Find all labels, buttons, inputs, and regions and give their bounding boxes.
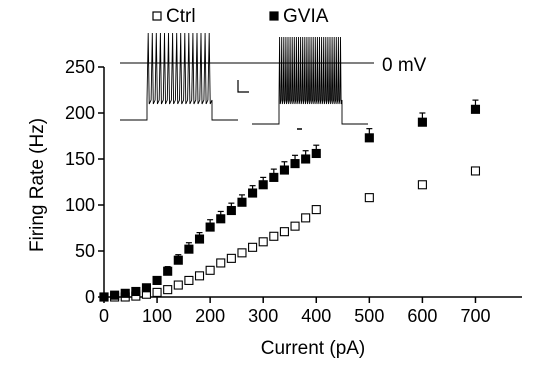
gvia-data-point <box>99 292 109 302</box>
ctrl-data-point <box>301 213 311 223</box>
gvia-data-point <box>279 165 289 175</box>
ctrl-data-point <box>216 258 226 268</box>
gvia-data-point <box>110 290 120 300</box>
x-ticks: 0 100 200 300 400 500 600 700 <box>99 297 490 326</box>
y-tick-label: 50 <box>75 241 95 261</box>
x-tick-label: 400 <box>301 306 331 326</box>
gvia-data-point <box>152 275 162 285</box>
gvia-data-point <box>417 117 427 127</box>
gvia-data-point <box>269 172 279 182</box>
legend-ctrl-marker <box>152 11 162 21</box>
x-tick-label: 200 <box>195 306 225 326</box>
ctrl-data-point <box>194 271 205 281</box>
y-tick-label: 100 <box>65 195 95 215</box>
ctrl-data-point <box>205 265 215 275</box>
x-tick-label: 500 <box>354 306 384 326</box>
gvia-data-point <box>131 286 141 297</box>
legend-ctrl-label: Ctrl <box>166 6 196 27</box>
zero-mv-label: 0 mV <box>382 55 427 76</box>
gvia-data-point <box>290 159 300 169</box>
ctrl-data-point <box>470 166 481 176</box>
trace-path <box>120 32 238 121</box>
ctrl-data-point <box>163 285 173 295</box>
x-tick-label: 600 <box>407 306 437 326</box>
ctrl-data-point <box>226 253 236 263</box>
ctrl-data-point <box>279 227 289 237</box>
x-axis-label: Current (pA) <box>261 338 366 359</box>
ctrl-data-point <box>184 275 194 285</box>
gvia-data-point <box>470 104 481 114</box>
y-axis-label: Firing Rate (Hz) <box>27 118 48 252</box>
gvia-data-point <box>226 205 236 216</box>
y-tick-label: 250 <box>65 57 95 77</box>
legend-gvia-label: GVIA <box>283 6 329 27</box>
inset-traces <box>120 32 374 130</box>
gvia-data-point <box>216 214 226 224</box>
gvia-data-point <box>301 154 311 164</box>
ctrl-data-point <box>364 193 374 203</box>
gvia-data-point <box>248 188 258 198</box>
ctrl-data-point <box>311 205 321 215</box>
gvia-data-point <box>258 180 268 190</box>
ctrl-data-point <box>290 221 300 231</box>
gvia-data-point <box>237 197 247 207</box>
ctrl-data-point <box>152 287 162 297</box>
error-bars <box>132 99 479 292</box>
ctrl-data-point <box>237 248 247 258</box>
ctrl-voltage-trace <box>120 32 238 121</box>
ctrl-data-point <box>269 231 279 241</box>
ctrl-data-point <box>173 280 183 290</box>
gvia-data-point <box>311 148 321 159</box>
ctrl-data-point <box>248 242 258 252</box>
data-points <box>99 104 481 302</box>
x-tick-label: 100 <box>142 306 172 326</box>
gvia-data-point <box>194 234 205 244</box>
gvia-data-point <box>184 244 194 254</box>
x-tick-label: 0 <box>99 306 109 326</box>
gvia-data-point <box>364 133 374 143</box>
gvia-data-point <box>141 283 152 293</box>
legend: Ctrl GVIA <box>152 6 329 27</box>
y-tick-label: 150 <box>65 149 95 169</box>
ctrl-data-point <box>417 180 427 190</box>
trace-path <box>252 36 368 125</box>
gvia-data-point <box>120 288 130 298</box>
y-ticks: 0 50 100 150 200 250 <box>65 57 104 307</box>
x-tick-label: 700 <box>460 306 490 326</box>
ctrl-data-point <box>258 237 268 247</box>
gvia-data-point <box>173 255 183 265</box>
axes <box>103 67 522 298</box>
scale-bar <box>237 80 249 93</box>
x-tick-label: 300 <box>248 306 278 326</box>
gvia-voltage-trace <box>252 36 368 125</box>
y-tick-label: 200 <box>65 103 95 123</box>
gvia-data-point <box>163 266 173 276</box>
legend-gvia-marker <box>269 11 279 21</box>
y-tick-label: 0 <box>85 287 95 307</box>
gvia-data-point <box>205 222 215 232</box>
